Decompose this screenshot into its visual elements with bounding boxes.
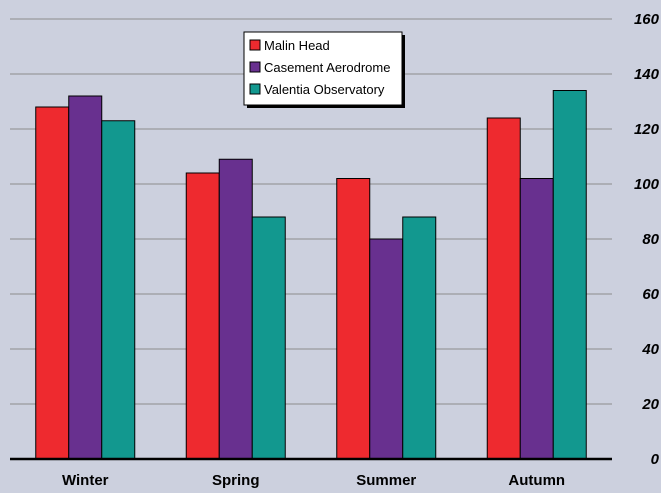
bar-winter-valentia-observatory (101, 120, 136, 460)
y-tick-label: 60 (642, 286, 659, 303)
y-axis-ticks: 0 20 40 60 80 100 120 140 160 (634, 11, 660, 468)
y-tick-label: 20 (641, 396, 659, 413)
y-tick-label: 160 (634, 11, 660, 28)
legend-swatch (249, 61, 261, 73)
bar-spring-casement-aerodrome (218, 158, 253, 460)
x-tick-label: Autumn (508, 472, 565, 489)
bar-summer-valentia-observatory (402, 216, 437, 460)
bar-autumn-malin-head (486, 117, 521, 460)
bars (35, 90, 587, 460)
y-tick-label: 120 (634, 121, 660, 138)
legend-label: Malin Head (264, 38, 330, 53)
legend-swatch (249, 39, 261, 51)
legend: Malin Head Casement Aerodrome Valentia Obs… (243, 31, 405, 108)
legend-label: Valentia Observatory (264, 82, 385, 97)
y-tick-label: 140 (634, 66, 660, 83)
bar-winter-malin-head (35, 106, 70, 460)
y-tick-label: 100 (634, 176, 660, 193)
bar-winter-casement-aerodrome (68, 95, 103, 460)
bar-summer-malin-head (336, 178, 371, 460)
legend-box (243, 31, 403, 106)
x-tick-label: Spring (212, 472, 260, 489)
bar-spring-malin-head (185, 172, 220, 460)
bar-autumn-casement-aerodrome (519, 178, 554, 460)
y-tick-label: 80 (642, 231, 659, 248)
x-axis-labels: Winter Spring Summer Autumn (62, 472, 565, 489)
x-tick-label: Winter (62, 472, 109, 489)
bar-summer-casement-aerodrome (369, 238, 404, 460)
bar-spring-valentia-observatory (251, 216, 286, 460)
x-tick-label: Summer (356, 472, 416, 489)
legend-swatch (249, 83, 261, 95)
legend-label: Casement Aerodrome (264, 60, 390, 75)
y-tick-label: 0 (651, 451, 660, 468)
y-tick-label: 40 (641, 341, 659, 358)
bar-autumn-valentia-observatory (552, 90, 587, 460)
